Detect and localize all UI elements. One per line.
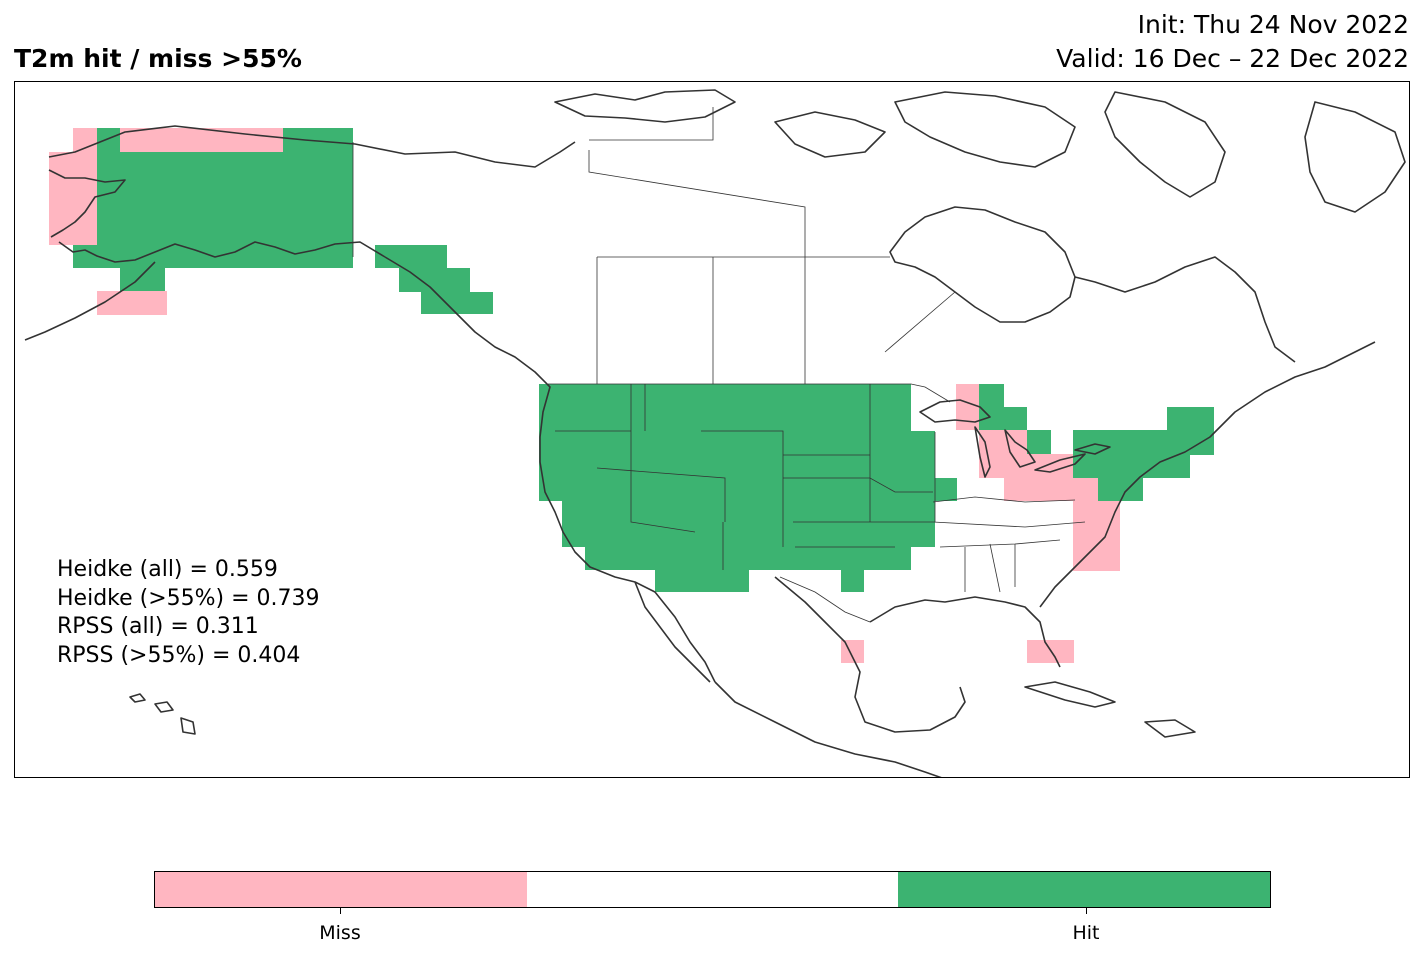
- cell-hit: [1004, 407, 1027, 430]
- cell-miss: [841, 640, 864, 663]
- stat-heidke-55: Heidke (>55%) = 0.739: [57, 585, 320, 611]
- cell-hit: [97, 128, 120, 152]
- cell-hit: [539, 384, 911, 431]
- stat-heidke-all: Heidke (all) = 0.559: [57, 557, 278, 582]
- valid-period: Valid: 16 Dec – 22 Dec 2022: [1056, 44, 1409, 73]
- cell-miss: [49, 152, 97, 245]
- cell-miss: [1073, 501, 1120, 571]
- skill-scores: Heidke (all) = 0.559 Heidke (>55%) = 0.7…: [57, 556, 320, 670]
- political-borders: [352, 107, 1086, 623]
- cell-hit: [375, 245, 447, 268]
- cell-hit: [1027, 430, 1051, 454]
- cell-hit: [585, 547, 911, 570]
- colorbar-miss-segment: [155, 872, 527, 907]
- map-title: T2m hit / miss >55%: [14, 44, 302, 73]
- cell-hit: [97, 152, 353, 268]
- cell-hit: [655, 570, 749, 592]
- stat-rpss-55: RPSS (>55%) = 0.404: [57, 642, 301, 668]
- coastlines: [24, 89, 1406, 777]
- cell-hit: [1098, 478, 1143, 501]
- colorbar-hit-segment: [898, 872, 1271, 907]
- colorbar-label-miss: Miss: [319, 922, 361, 944]
- cell-hit: [73, 245, 97, 268]
- cell-hit: [841, 570, 864, 592]
- cell-hit: [1167, 407, 1214, 455]
- hit-miss-cells: [49, 128, 1214, 663]
- cell-hit: [932, 478, 957, 501]
- map-frame[interactable]: [14, 81, 1410, 778]
- cell-miss: [956, 384, 979, 430]
- colorbar: [154, 871, 1271, 908]
- init-date: Init: Thu 24 Nov 2022: [1137, 10, 1409, 39]
- map-canvas: [24, 89, 1406, 777]
- cell-miss: [120, 128, 283, 152]
- cell-hit: [539, 431, 935, 501]
- colorbar-label-hit: Hit: [1072, 922, 1100, 944]
- colorbar-tick-miss: [340, 908, 341, 914]
- cell-hit: [979, 384, 1004, 430]
- colorbar-neutral-segment: [526, 872, 899, 907]
- cell-miss: [97, 291, 167, 315]
- colorbar-tick-hit: [1086, 908, 1087, 914]
- cell-hit: [421, 292, 493, 314]
- stat-rpss-all: RPSS (all) = 0.311: [57, 614, 259, 639]
- cell-hit: [562, 501, 935, 547]
- cell-hit: [283, 128, 353, 152]
